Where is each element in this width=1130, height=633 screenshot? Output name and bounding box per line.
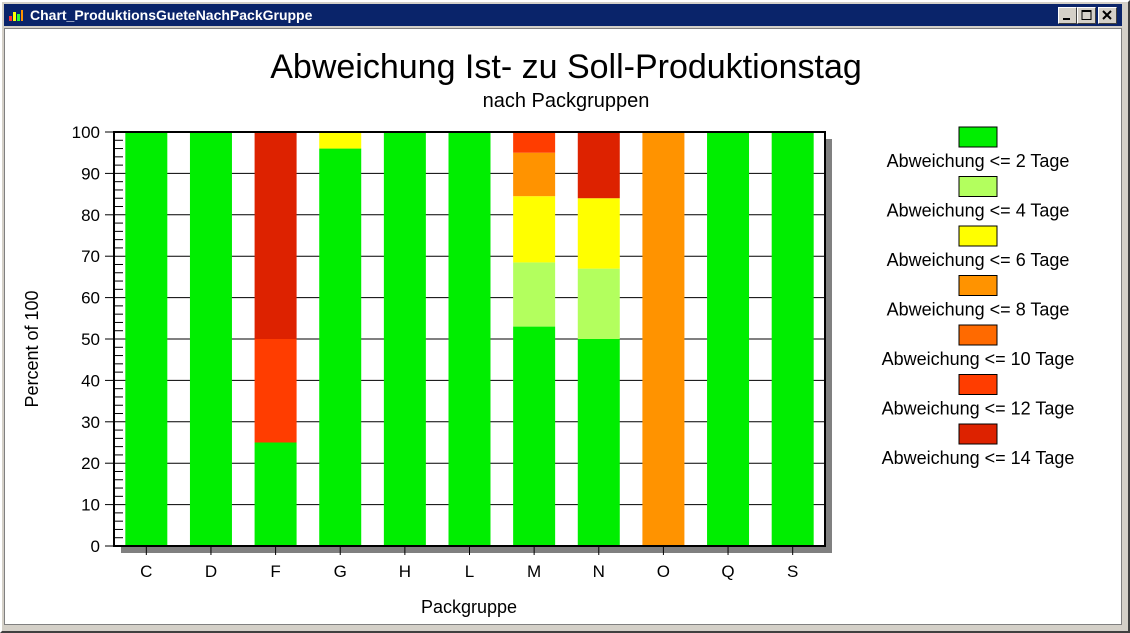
- chart-subtitle: nach Packgruppen: [483, 90, 650, 112]
- legend-swatch: [958, 126, 998, 148]
- stacked-bar-chart: Abweichung Ist- zu Soll-Produktionstag n…: [22, 48, 1075, 617]
- x-tick-label: Q: [721, 562, 734, 581]
- bar-segment: [513, 326, 556, 546]
- legend-swatch: [958, 225, 998, 247]
- legend-swatch: [958, 423, 998, 445]
- bar-segment: [577, 339, 620, 546]
- bar-segment: [319, 132, 362, 149]
- bar-segment: [513, 196, 556, 263]
- maximize-icon: [1081, 10, 1092, 20]
- x-tick-label: L: [465, 562, 474, 581]
- legend-label: Abweichung <= 4 Tage: [887, 201, 1070, 221]
- bar-segment: [254, 339, 297, 443]
- bar-segment: [125, 132, 168, 546]
- x-tick-label: N: [593, 562, 605, 581]
- plot-area: 0 10 20 30 40 50 60 70 80 90 100 C D F G H L M N O Q S: [72, 123, 832, 581]
- x-tick-label: C: [140, 562, 152, 581]
- bar-segment: [254, 442, 297, 546]
- y-tick-label: 10: [81, 496, 100, 515]
- chart-app-icon: [8, 8, 24, 22]
- bar-segment: [189, 132, 232, 546]
- bar-segment: [254, 132, 297, 339]
- legend-label: Abweichung <= 8 Tage: [887, 300, 1070, 320]
- chart-title: Abweichung Ist- zu Soll-Produktionstag: [270, 48, 862, 86]
- bar-segment: [319, 148, 362, 546]
- y-tick-label: 30: [81, 413, 100, 432]
- bar-segment: [513, 152, 556, 197]
- x-tick-label: O: [657, 562, 670, 581]
- x-tick-label: S: [787, 562, 798, 581]
- bar-segment: [577, 132, 620, 199]
- y-tick-label: 20: [81, 454, 100, 473]
- y-tick-label: 50: [81, 330, 100, 349]
- bar-segment: [577, 268, 620, 339]
- chart-area: Abweichung Ist- zu Soll-Produktionstag n…: [4, 28, 1122, 625]
- bar-segment: [707, 132, 750, 546]
- minimize-icon: [1063, 18, 1070, 20]
- bar-segment: [383, 132, 426, 546]
- x-tick-label: H: [399, 562, 411, 581]
- close-icon: [1102, 10, 1112, 20]
- y-axis-label: Percent of 100: [22, 290, 42, 407]
- legend-swatch: [958, 176, 998, 197]
- x-tick-label: F: [270, 562, 280, 581]
- bar-segment: [448, 132, 491, 546]
- legend-label: Abweichung <= 10 Tage: [882, 349, 1075, 369]
- x-axis-label: Packgruppe: [421, 597, 517, 617]
- title-bar[interactable]: Chart_ProduktionsGueteNachPackGruppe: [4, 4, 1122, 26]
- y-tick-label: 0: [91, 537, 100, 556]
- y-tick-label: 60: [81, 289, 100, 308]
- legend-label: Abweichung <= 12 Tage: [882, 399, 1075, 419]
- legend-label: Abweichung <= 2 Tage: [887, 151, 1070, 171]
- x-tick-label: D: [205, 562, 217, 581]
- bar-segment: [771, 132, 814, 546]
- bar-segment: [642, 132, 685, 546]
- bar-segment: [577, 198, 620, 269]
- legend-swatch: [958, 374, 998, 395]
- minimize-button[interactable]: [1058, 7, 1077, 24]
- legend: Abweichung <= 2 Tage Abweichung <= 4 Tage…: [882, 126, 1075, 468]
- legend-swatch: [958, 275, 998, 296]
- maximize-button[interactable]: [1077, 7, 1096, 24]
- window-title: Chart_ProduktionsGueteNachPackGruppe: [30, 7, 313, 23]
- y-tick-label: 100: [72, 123, 100, 142]
- bar-segment: [513, 132, 556, 153]
- plot-frame: [113, 131, 826, 547]
- x-tick-label: M: [527, 562, 541, 581]
- legend-label: Abweichung <= 6 Tage: [887, 250, 1070, 270]
- legend-swatch: [958, 324, 998, 346]
- legend-label: Abweichung <= 14 Tage: [882, 448, 1075, 468]
- x-tick-label: G: [334, 562, 347, 581]
- close-button[interactable]: [1098, 7, 1117, 24]
- bar-segment: [513, 262, 556, 327]
- y-tick-label: 80: [81, 206, 100, 225]
- y-tick-label: 40: [81, 371, 100, 390]
- y-tick-label: 90: [81, 164, 100, 183]
- y-tick-label: 70: [81, 247, 100, 266]
